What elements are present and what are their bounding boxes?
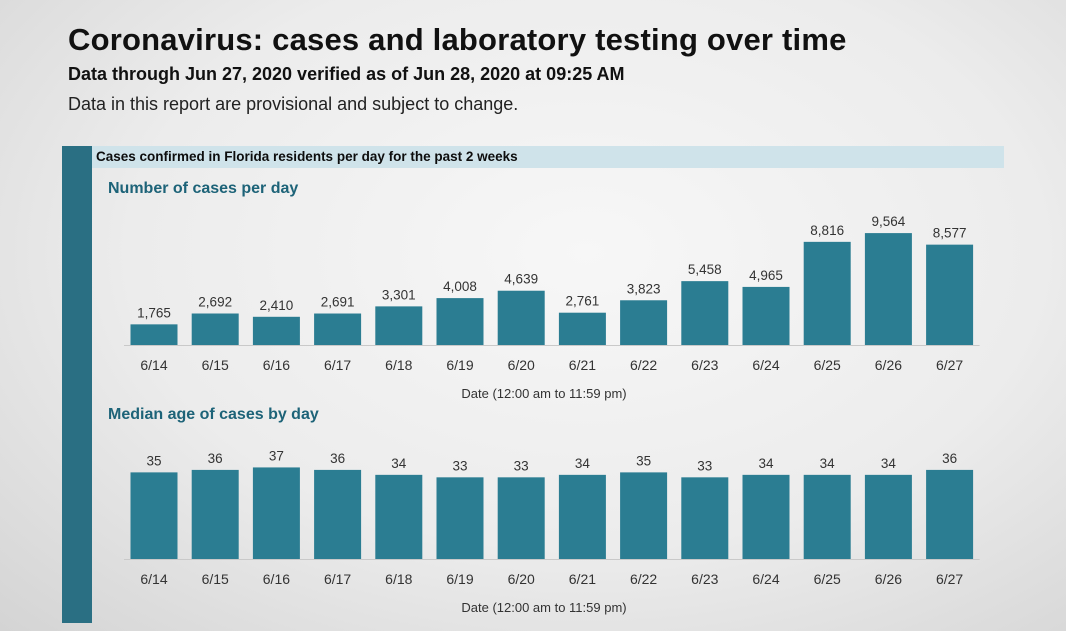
x-tick-label: 6/17: [324, 357, 351, 373]
page-title: Coronavirus: cases and laboratory testin…: [68, 22, 847, 57]
section-header-bar: [92, 146, 1004, 168]
value-label: 34: [391, 456, 407, 471]
value-label: 8,577: [933, 226, 967, 241]
bar-6-26: [864, 474, 912, 559]
x-tick-label: 6/14: [140, 571, 167, 587]
median-age-chart: 35 6/14 36 6/15 37 6/16 36 6/17 34 6/18 33 6/19 33 6/…: [124, 448, 980, 615]
x-tick-label: 6/27: [936, 571, 963, 587]
value-label: 36: [208, 451, 223, 466]
bar-6-25: [803, 241, 851, 345]
value-label: 2,692: [198, 295, 232, 310]
x-axis-title: Date (12:00 am to 11:59 pm): [461, 386, 626, 401]
value-label: 33: [452, 458, 467, 473]
x-tick-label: 6/23: [691, 357, 718, 373]
x-tick-label: 6/15: [202, 357, 229, 373]
value-label: 36: [942, 451, 957, 466]
x-tick-label: 6/16: [263, 571, 290, 587]
x-tick-label: 6/27: [936, 357, 963, 373]
value-label: 8,816: [810, 223, 844, 238]
value-label: 33: [514, 458, 529, 473]
bar-6-15: [191, 469, 239, 559]
x-tick-label: 6/20: [508, 571, 535, 587]
x-tick-label: 6/17: [324, 571, 351, 587]
cases-chart-title: Number of cases per day: [108, 180, 299, 197]
bar-6-22: [620, 300, 668, 345]
value-label: 36: [330, 451, 345, 466]
x-tick-label: 6/18: [385, 357, 412, 373]
bar-6-27: [926, 244, 974, 345]
value-label: 4,008: [443, 279, 477, 294]
bar-6-18: [375, 474, 423, 559]
value-label: 2,761: [566, 294, 600, 309]
value-label: 37: [269, 448, 284, 463]
bar-6-17: [314, 469, 362, 559]
x-tick-label: 6/14: [140, 357, 167, 373]
bar-6-20: [497, 477, 545, 559]
value-label: 2,691: [321, 295, 355, 310]
bar-6-14: [130, 324, 178, 345]
value-label: 3,823: [627, 281, 661, 296]
bar-6-15: [191, 313, 239, 345]
bar-6-19: [436, 477, 484, 559]
value-label: 33: [697, 458, 712, 473]
bar-6-26: [864, 233, 912, 345]
value-label: 34: [881, 456, 897, 471]
bar-6-16: [252, 467, 300, 559]
x-tick-label: 6/26: [875, 571, 902, 587]
value-label: 5,458: [688, 262, 722, 277]
x-tick-label: 6/19: [446, 571, 473, 587]
bar-6-14: [130, 472, 178, 559]
x-tick-label: 6/21: [569, 357, 596, 373]
median-age-chart-title: Median age of cases by day: [108, 406, 319, 423]
data-through-subtitle: Data through Jun 27, 2020 verified as of…: [68, 64, 625, 84]
bar-6-24: [742, 286, 790, 345]
value-label: 2,410: [260, 298, 294, 313]
x-tick-label: 6/26: [875, 357, 902, 373]
x-tick-label: 6/23: [691, 571, 718, 587]
x-tick-label: 6/25: [814, 357, 841, 373]
bar-6-21: [558, 312, 606, 345]
value-label: 35: [146, 453, 161, 468]
x-tick-label: 6/24: [752, 357, 779, 373]
value-label: 34: [758, 456, 774, 471]
x-axis-title: Date (12:00 am to 11:59 pm): [461, 600, 626, 615]
provisional-disclaimer: Data in this report are provisional and …: [68, 94, 519, 114]
bar-6-25: [803, 474, 851, 559]
bar-6-21: [558, 474, 606, 559]
value-label: 35: [636, 453, 651, 468]
x-tick-label: 6/22: [630, 357, 657, 373]
cases-per-day-chart: 1,765 6/14 2,692 6/15 2,410 6/16 2,691 6/17 3,30…: [124, 214, 980, 401]
x-tick-label: 6/15: [202, 571, 229, 587]
section-sidebar-accent: [62, 146, 92, 623]
value-label: 1,765: [137, 305, 171, 320]
bar-6-27: [926, 469, 974, 559]
bar-6-17: [314, 313, 362, 345]
value-label: 9,564: [872, 214, 906, 229]
x-tick-label: 6/19: [446, 357, 473, 373]
x-tick-label: 6/20: [508, 357, 535, 373]
value-label: 4,965: [749, 268, 783, 283]
bar-6-19: [436, 298, 484, 345]
bar-6-24: [742, 474, 790, 559]
bar-6-22: [620, 472, 668, 559]
value-label: 34: [575, 456, 591, 471]
x-tick-label: 6/22: [630, 571, 657, 587]
bar-6-23: [681, 281, 729, 345]
section-title: Cases confirmed in Florida residents per…: [96, 149, 518, 164]
x-tick-label: 6/24: [752, 571, 779, 587]
x-tick-label: 6/16: [263, 357, 290, 373]
x-tick-label: 6/18: [385, 571, 412, 587]
bar-6-20: [497, 290, 545, 345]
value-label: 34: [820, 456, 836, 471]
bar-6-23: [681, 477, 729, 559]
value-label: 4,639: [504, 272, 538, 287]
x-tick-label: 6/21: [569, 571, 596, 587]
bar-6-18: [375, 306, 423, 345]
x-tick-label: 6/25: [814, 571, 841, 587]
bar-6-16: [252, 316, 300, 345]
value-label: 3,301: [382, 287, 416, 302]
